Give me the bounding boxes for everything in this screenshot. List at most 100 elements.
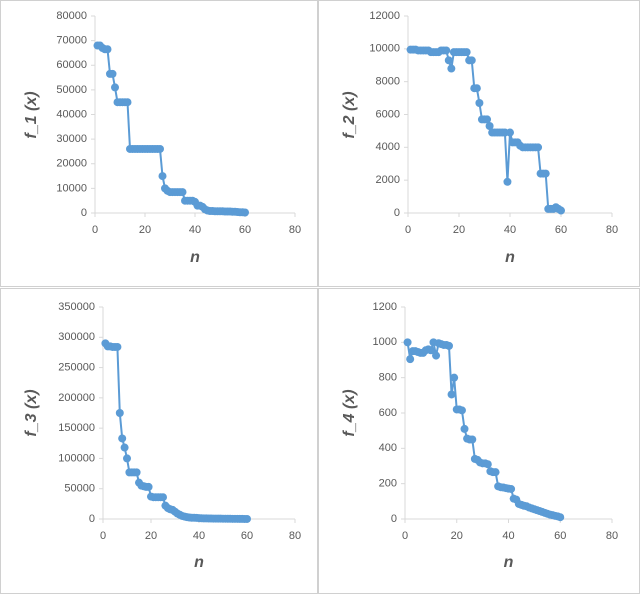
marker — [447, 64, 456, 73]
x-tick-label: 80 — [606, 530, 618, 542]
marker — [132, 468, 141, 477]
marker — [111, 83, 119, 92]
panel — [318, 0, 640, 287]
y-tick-label: 0 — [391, 513, 397, 525]
marker — [467, 56, 476, 65]
x-tick-label: 80 — [289, 530, 301, 542]
panel — [318, 288, 640, 594]
marker — [159, 493, 167, 502]
x-axis-title: n — [505, 249, 515, 266]
x-tick-label: 40 — [193, 530, 205, 542]
marker — [491, 468, 500, 477]
marker — [156, 144, 164, 153]
marker — [103, 45, 112, 54]
marker — [442, 46, 451, 55]
y-tick-label: 10000 — [369, 43, 400, 55]
marker — [115, 409, 124, 417]
x-tick-label: 40 — [502, 530, 514, 542]
marker — [444, 56, 453, 65]
marker — [450, 373, 459, 382]
x-tick-label: 80 — [606, 224, 618, 236]
x-tick-label: 60 — [554, 530, 566, 542]
y-tick-label: 300000 — [58, 331, 95, 343]
marker — [426, 346, 435, 355]
marker — [483, 115, 492, 124]
marker — [472, 84, 481, 93]
x-axis-title: n — [194, 554, 204, 571]
x-tick-label: 60 — [241, 530, 253, 542]
y-axis-title: f_4 (x) — [341, 389, 358, 436]
y-axis-title: f_2 (x) — [341, 91, 358, 138]
y-tick-label: 0 — [394, 207, 400, 219]
x-tick-label: 20 — [453, 224, 465, 236]
panel — [0, 0, 318, 287]
x-tick-label: 20 — [145, 530, 157, 542]
y-axis-title: f_1 (x) — [23, 91, 40, 138]
marker — [506, 128, 514, 137]
y-tick-label: 20000 — [56, 158, 87, 170]
y-tick-label: 70000 — [56, 35, 87, 47]
x-tick-label: 0 — [92, 224, 98, 236]
x-tick-label: 0 — [100, 530, 106, 542]
y-tick-label: 30000 — [56, 133, 87, 145]
marker — [485, 121, 494, 130]
marker — [108, 69, 117, 78]
x-tick-label: 60 — [555, 224, 567, 236]
marker — [123, 454, 131, 463]
marker — [460, 424, 469, 433]
marker — [144, 482, 153, 491]
x-axis-title: n — [190, 249, 200, 266]
y-tick-label: 250000 — [58, 361, 95, 373]
marker — [432, 351, 441, 360]
marker — [475, 99, 484, 108]
y-tick-label: 2000 — [376, 174, 400, 186]
marker — [541, 169, 550, 178]
marker — [534, 143, 543, 152]
marker — [483, 460, 492, 469]
x-tick-label: 60 — [239, 224, 251, 236]
y-tick-label: 0 — [89, 513, 95, 525]
y-tick-label: 50000 — [64, 483, 95, 495]
marker — [507, 484, 516, 493]
y-tick-label: 10000 — [56, 182, 87, 194]
marker — [462, 48, 471, 57]
x-tick-label: 20 — [139, 224, 151, 236]
y-tick-label: 400 — [379, 442, 397, 454]
y-tick-label: 8000 — [376, 76, 400, 88]
y-tick-label: 60000 — [56, 59, 87, 71]
y-axis-title: f_3 (x) — [23, 389, 40, 436]
y-tick-label: 4000 — [376, 141, 400, 153]
x-tick-label: 40 — [504, 224, 516, 236]
y-tick-label: 200000 — [58, 392, 95, 404]
x-axis-title: n — [504, 554, 514, 571]
marker — [444, 341, 453, 350]
y-tick-label: 12000 — [369, 10, 400, 22]
marker — [118, 434, 127, 443]
y-tick-label: 0 — [81, 207, 87, 219]
marker — [447, 390, 456, 399]
y-tick-label: 800 — [379, 372, 397, 384]
marker — [557, 206, 565, 215]
marker — [113, 342, 122, 351]
marker — [241, 208, 249, 217]
marker — [158, 172, 167, 181]
marker — [406, 355, 415, 364]
y-tick-label: 200 — [379, 478, 397, 490]
panel — [0, 288, 318, 594]
y-tick-label: 80000 — [56, 10, 87, 22]
x-tick-label: 40 — [189, 224, 201, 236]
marker — [120, 443, 129, 452]
marker — [403, 338, 412, 347]
y-tick-label: 1000 — [373, 336, 397, 348]
y-tick-label: 40000 — [56, 108, 87, 120]
y-tick-label: 150000 — [58, 422, 95, 434]
x-tick-label: 0 — [402, 530, 408, 542]
x-tick-label: 0 — [405, 224, 411, 236]
marker — [503, 177, 512, 186]
y-tick-label: 350000 — [58, 301, 95, 313]
marker — [243, 514, 251, 523]
marker — [556, 513, 565, 522]
x-tick-label: 20 — [451, 530, 463, 542]
